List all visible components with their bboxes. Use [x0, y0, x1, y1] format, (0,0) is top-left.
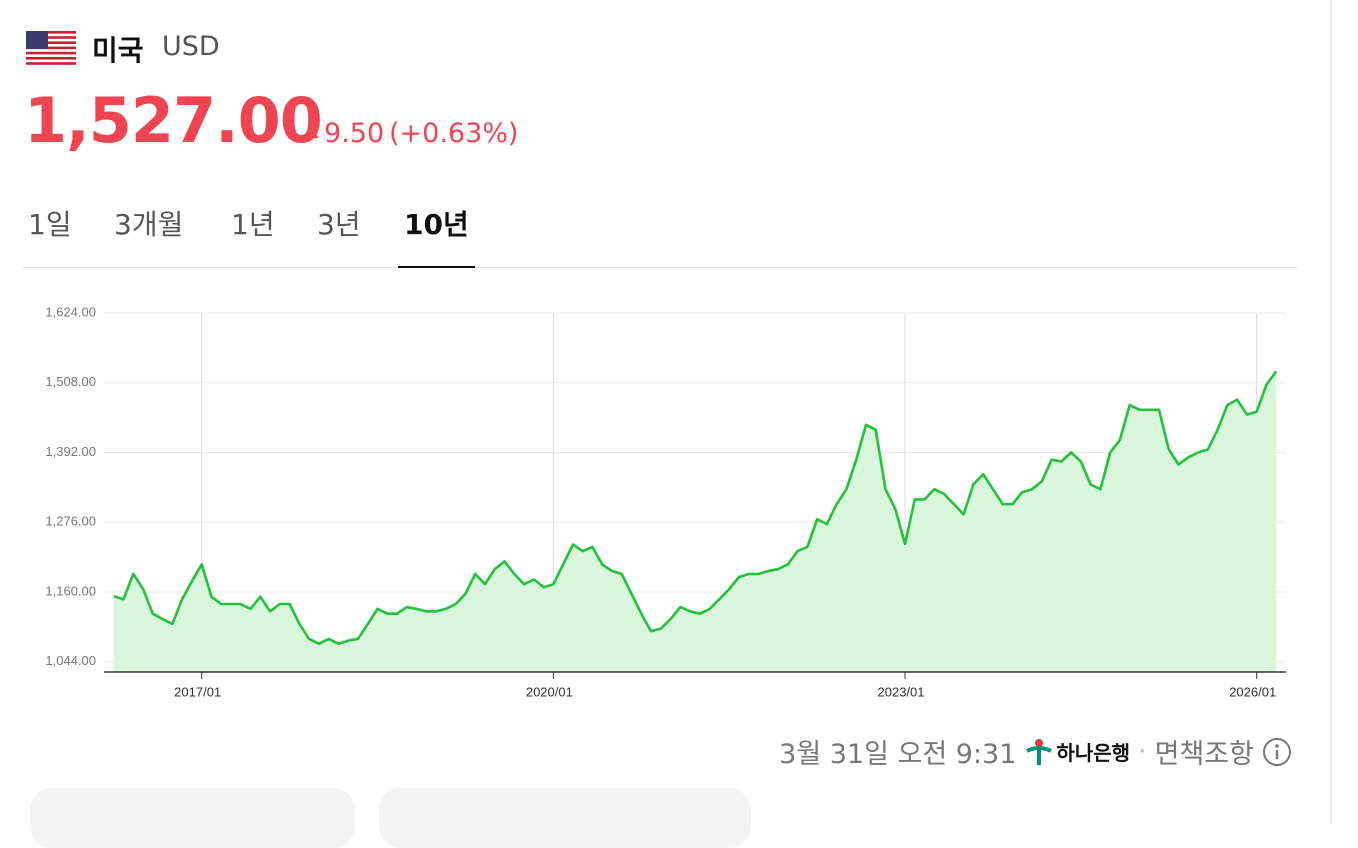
- y-tick-label: 1,276.00: [45, 514, 96, 529]
- side-border: [1330, 0, 1332, 824]
- chart: 1,044.00 1,160.00 1,276.00 1,392.00 1,508.00…: [45, 304, 1286, 699]
- x-tick-label: 2026/01: [1229, 684, 1276, 699]
- divider: [22, 267, 1298, 268]
- tab[interactable]: 10년: [404, 208, 469, 241]
- area: [113, 371, 1277, 672]
- line: [113, 370, 1278, 645]
- tab[interactable]: 3년: [317, 208, 361, 241]
- card[interactable]: [379, 788, 751, 848]
- x-tick-label: 2020/01: [526, 684, 573, 699]
- separator: ·: [1138, 736, 1147, 767]
- us-flag: [26, 31, 76, 65]
- footer: 3월 31일 오전 9:31 하나은행 · 면책조항: [779, 732, 1292, 771]
- tab[interactable]: 1일: [28, 208, 72, 241]
- price: 1,527.00: [24, 84, 323, 157]
- tab[interactable]: 1년: [231, 208, 275, 241]
- tab[interactable]: 3개월: [114, 208, 184, 241]
- disclaimer[interactable]: 면책조항: [1154, 739, 1254, 770]
- y-tick-label: 1,160.00: [45, 583, 96, 598]
- info-icon[interactable]: [1262, 737, 1292, 767]
- y-tick-label: 1,392.00: [45, 444, 96, 459]
- x-tick-label: 2017/01: [174, 684, 221, 699]
- tab-underline: [398, 266, 475, 268]
- y-tick-label: 1,044.00: [45, 653, 96, 668]
- up-arrow: [303, 128, 319, 138]
- currency: USD: [162, 31, 220, 62]
- bank-logo: [1026, 738, 1053, 765]
- change: 9.50: [324, 118, 385, 149]
- country: 미국: [92, 34, 144, 67]
- card[interactable]: [30, 788, 355, 848]
- bank-name: 하나은행: [1056, 741, 1131, 765]
- x-tick-label: 2023/01: [878, 684, 925, 699]
- page: 미국 USD 1,527.00 9.50 (+0.63%) 1일 3개월 1년 …: [22, 0, 1332, 848]
- timestamp: 3월 31일 오전 9:31: [779, 739, 1017, 770]
- y-tick-label: 1,624.00: [45, 304, 96, 319]
- y-tick-label: 1,508.00: [45, 374, 96, 389]
- change-percent: (+0.63%): [389, 118, 519, 149]
